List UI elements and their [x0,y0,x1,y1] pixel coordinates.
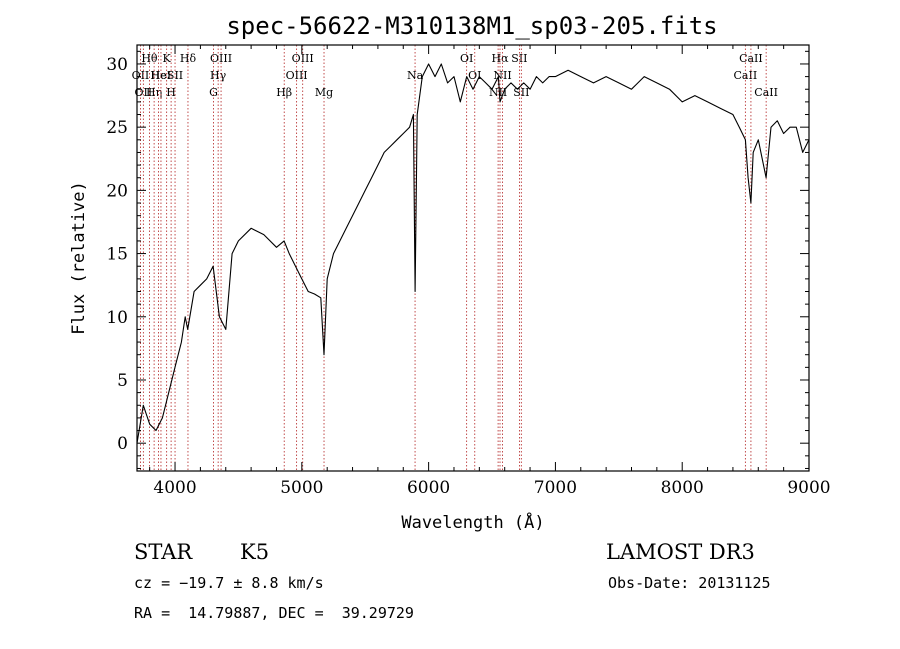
y-tick-label: 25 [106,118,128,138]
line-marker-label: Hβ [276,86,292,99]
x-tick-label: 4000 [153,478,196,498]
spectrum-line [136,63,810,444]
line-marker-label: SII [167,69,183,82]
line-marker-label: NII [493,69,511,82]
chart-title: spec-56622-M310138M1_sp03-205.fits [226,12,717,40]
obs-date-text: Obs-Date: 20131125 [608,574,771,592]
coordinates-text: RA = 14.79887, DEC = 39.29729 [134,604,414,622]
line-marker-label: OIII [286,69,308,82]
object-subclass: K5 [240,540,270,564]
line-marker-label: SII [511,52,527,65]
line-marker-label: OII [132,69,150,82]
line-marker-label: Hγ [210,69,227,82]
y-axis: 0 5 10 15 20 25 30 [106,50,809,469]
x-tick-label: 6000 [407,478,450,498]
line-marker-label: OI [460,52,473,65]
line-marker-label: He [150,69,166,82]
object-class: STAR [134,540,193,564]
y-tick-label: 30 [106,55,128,75]
x-axis: 4000 5000 6000 7000 8000 9000 [149,45,831,498]
y-axis-label: Flux (relative) [69,181,89,335]
line-marker-label: Hη [146,86,162,99]
y-tick-label: 5 [117,371,128,391]
line-marker-label: Hθ [141,52,158,65]
line-marker-label: Hα [491,52,509,65]
y-tick-label: 10 [106,308,128,328]
y-tick-label: 15 [106,245,128,265]
line-marker-label: NII [489,86,507,99]
line-marker-label: CaII [739,52,763,65]
x-tick-label: 9000 [787,478,830,498]
line-marker-label: OIII [292,52,314,65]
line-marker-label: HeI [151,69,171,82]
line-marker-label: Mg [315,86,333,99]
line-marker-label: K [163,52,172,65]
x-tick-label: 7000 [534,478,577,498]
line-marker-label: Hδ [180,52,197,65]
spectral-line-markers: OIIOIIHθHηHeHeIKHSIIHδGHγOIIIHβOIIIOIIIM… [132,45,778,471]
line-marker-label: OIII [210,52,232,65]
series-layer [136,63,810,444]
y-tick-label: 20 [106,181,128,201]
redshift-text: cz = −19.7 ± 8.8 km/s [134,574,324,592]
plot-frame [136,44,810,472]
x-tick-label: 8000 [661,478,704,498]
line-marker-label: OI [468,69,481,82]
line-marker-label: H [166,86,176,99]
line-marker-label: G [209,86,218,99]
x-tick-label: 5000 [280,478,323,498]
y-tick-label: 0 [117,434,128,454]
line-marker-label: Na [407,69,424,82]
line-marker-label: CaII [754,86,778,99]
survey-name: LAMOST DR3 [606,540,755,564]
x-axis-label: Wavelength (Å) [401,511,544,533]
line-marker-label: CaII [734,69,758,82]
